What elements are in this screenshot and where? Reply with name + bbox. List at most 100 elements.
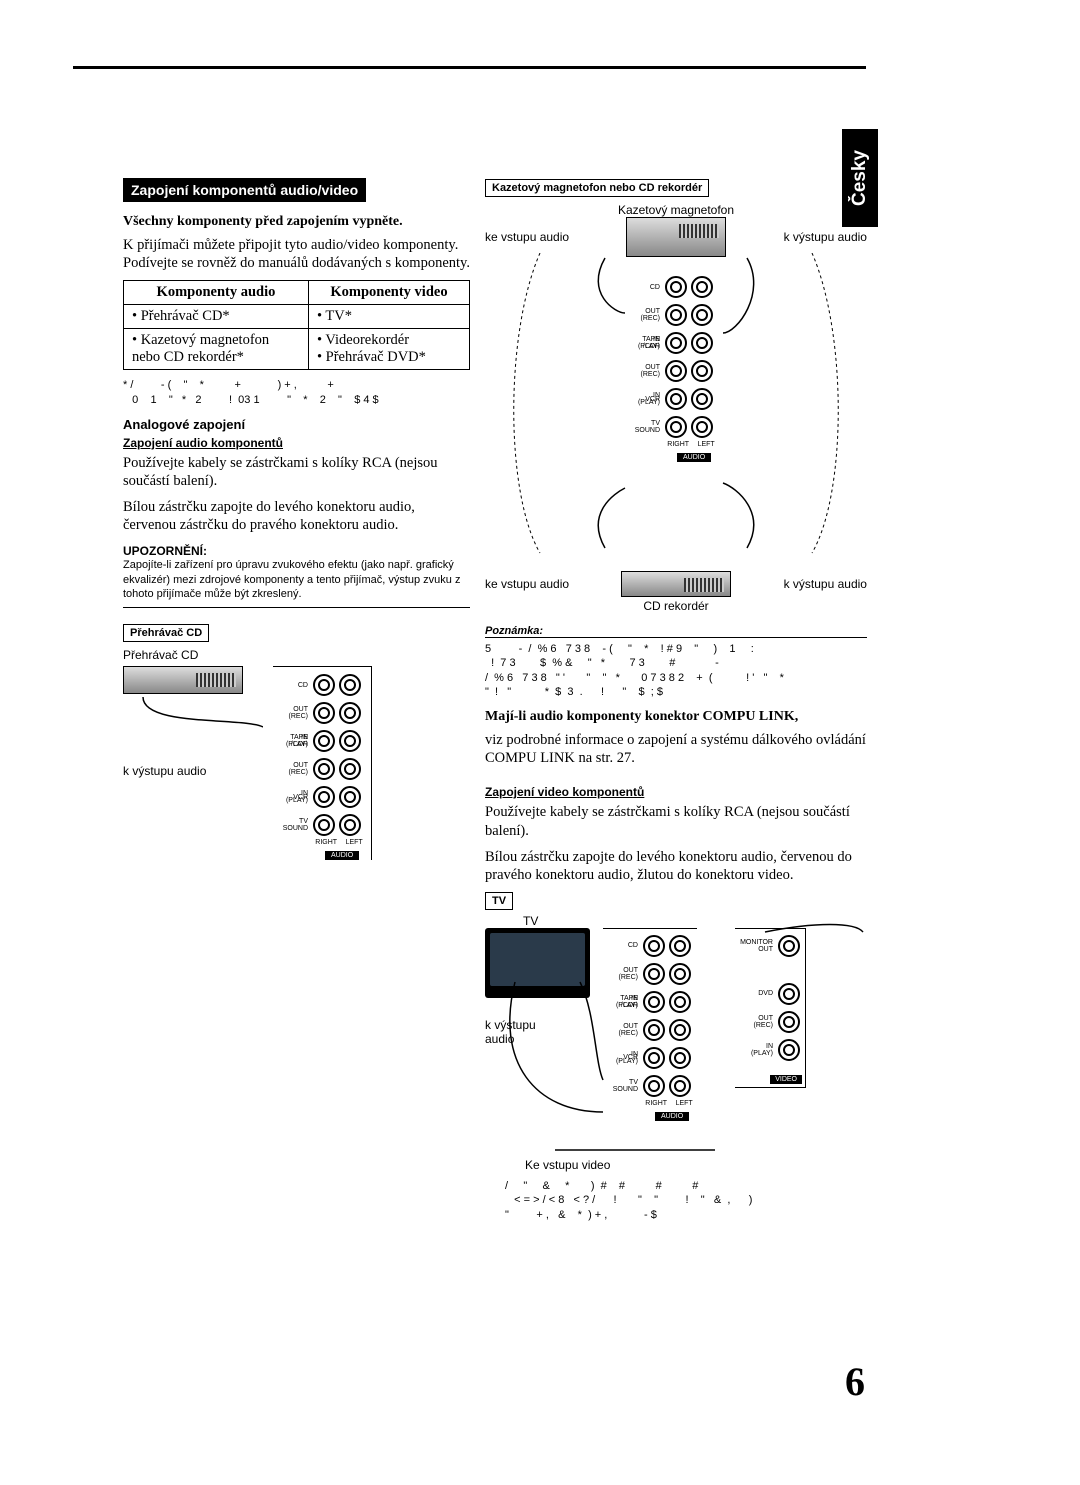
video-p2: Bílou zástrčku zapojte do levého konekto… — [485, 848, 867, 884]
rca-jack — [669, 1075, 691, 1097]
rca-lbl: TV SOUND — [603, 1079, 641, 1093]
video-badge: VIDEO — [770, 1075, 802, 1084]
rca-jack — [643, 935, 665, 957]
rca-lbl: IN (PLAY) — [603, 1051, 641, 1065]
rca-lbl: OUT (REC) — [603, 1023, 641, 1037]
video-conn-subhead: Zapojení video komponentů — [485, 785, 867, 799]
rca-jack — [665, 416, 687, 438]
rca-jack — [313, 814, 335, 836]
caution-body: Zapojíte-li zařízení pro úpravu zvukovéh… — [123, 558, 470, 608]
rca-jack — [339, 758, 361, 780]
rca-p1: Používejte kabely se zástrčkami s kolíky… — [123, 454, 470, 490]
cd-device-icon — [123, 666, 243, 694]
td-v1: • TV* — [308, 305, 469, 329]
rca-bottom-labels3: RIGHT LEFT — [641, 1100, 697, 1107]
top-rule — [73, 66, 866, 69]
rca-jack — [778, 1039, 800, 1061]
tape-box-label: Kazetový magnetofon nebo CD rekordér — [485, 179, 709, 197]
rca-lbl: OUT (REC) — [625, 364, 663, 378]
rca-jack — [669, 963, 691, 985]
th-audio: Komponenty audio — [124, 281, 309, 305]
td-v2: • Videorekordér • Přehrávač DVD* — [308, 329, 469, 370]
analog-heading: Analogové zapojení — [123, 417, 470, 432]
rca-panel-tv-video: MONITOR OUT DVD OUT (REC) VCR IN (PLAY) … — [735, 928, 806, 1088]
rca-lbl: OUT (REC) — [625, 308, 663, 322]
rca-jack — [313, 758, 335, 780]
video-p1: Používejte kabely se zástrčkami s kolíky… — [485, 803, 867, 839]
rca-jack — [339, 814, 361, 836]
rca-jack — [778, 983, 800, 1005]
rca-lbl: IN (PLAY) — [603, 995, 641, 1009]
rca-jack — [669, 935, 691, 957]
rca-lbl: OUT (REC) — [603, 967, 641, 981]
rca-p2: Bílou zástrčku zapojte do levého konekto… — [123, 498, 470, 534]
rca-jack — [313, 702, 335, 724]
cdr-device-icon — [621, 571, 731, 597]
tv-bottom-note: / " & * ) # # # # < = > / < 8 < ? / ! " … — [505, 1179, 867, 1222]
lbl-left: LEFT — [346, 839, 363, 846]
vp-lbl: MONITOR OUT — [738, 939, 776, 953]
note-body: 5 - / % 6 7 3 8 - ( " * ! # 9 " ) 1 : ! … — [485, 642, 867, 699]
cd-box-label: Přehrávač CD — [123, 624, 209, 642]
rca-bottom-labels2: RIGHTLEFT — [663, 441, 719, 448]
compu-body: viz podrobné informace o zapojení a syst… — [485, 731, 867, 767]
audio-conn-subhead: Zapojení audio komponentů — [123, 436, 470, 450]
rca-jack — [691, 304, 713, 326]
vp-lbl: OUT (REC) — [738, 1015, 776, 1029]
out-audio-right2: k výstupu audio — [784, 577, 867, 591]
rca-panel-tv-audio: CD OUT (REC) TAPE /CDR IN (PLAY) OUT (RE… — [603, 928, 697, 1121]
rca-jack — [339, 730, 361, 752]
cdr-label: CD rekordér — [485, 599, 867, 613]
rca-jack — [339, 674, 361, 696]
tv-bottom-note-text: / " & * ) # # # # < = > / < 8 < ? / ! " … — [505, 1179, 867, 1222]
rca-panel-center: CD OUT (REC) TAPE /CDR IN (PLAY) OUT (RE… — [625, 273, 719, 462]
rca-lbl: OUT (REC) — [273, 706, 311, 720]
audio-badge: AUDIO — [325, 851, 359, 860]
td-a1: • Přehrávač CD* — [124, 305, 309, 329]
right-column: Kazetový magnetofon nebo CD rekordér Kaz… — [485, 178, 867, 1202]
lbl-left: LEFT — [676, 1100, 693, 1107]
caution-box: UPOZORNĚNÍ: Zapojíte-li zařízení pro úpr… — [123, 544, 470, 608]
rca-lbl: CD — [625, 284, 663, 291]
out-audio-right: k výstupu audio — [784, 230, 867, 244]
rca-jack — [778, 1011, 800, 1033]
in-video-label: Ke vstupu video — [525, 1158, 610, 1172]
rca-jack — [643, 963, 665, 985]
rca-lbl: OUT (REC) — [273, 762, 311, 776]
cd-player-label: Přehrávač CD — [123, 648, 470, 662]
rca-lbl-cd: CD — [273, 682, 311, 689]
rca-lbl: TV SOUND — [625, 420, 663, 434]
cd-cable-svg — [123, 697, 263, 757]
compu-head: Mají-li audio komponenty konektor COMPU … — [485, 709, 867, 725]
footnote-1: * / - ( " * + ) + , + 0 1 " * 2 ! 03 1 "… — [123, 378, 470, 407]
rca-jack — [665, 332, 687, 354]
td-a2: • Kazetový magnetofon nebo CD rekordér* — [124, 329, 309, 370]
warning-heading: Všechny komponenty před zapojením vypnět… — [123, 214, 470, 230]
lbl-right: RIGHT — [315, 839, 337, 846]
in-audio-left: ke vstupu audio — [485, 230, 569, 244]
tape-label: Kazetový magnetofon — [485, 203, 867, 217]
rca-jack — [691, 416, 713, 438]
lbl-left: LEFT — [698, 441, 715, 448]
rca-jack — [691, 360, 713, 382]
rca-jack — [643, 1047, 665, 1069]
rca-jack — [339, 702, 361, 724]
left-column: Zapojení komponentů audio/video Všechny … — [123, 178, 470, 924]
to-output-audio-label2: k výstupu audio — [485, 1018, 595, 1046]
rca-jack — [665, 388, 687, 410]
rca-lbl: TV SOUND — [273, 818, 311, 832]
cd-diagram: Přehrávač CD Přehrávač CD k výstupu audi… — [123, 624, 470, 924]
rca-lbl: IN (PLAY) — [625, 392, 663, 406]
to-output-audio-label: k výstupu audio — [123, 764, 263, 778]
rca-jack — [669, 1019, 691, 1041]
vp-lbl: DVD — [738, 990, 776, 997]
caution-head: UPOZORNĚNÍ: — [123, 544, 470, 558]
rca-jack — [313, 786, 335, 808]
rca-jack — [665, 360, 687, 382]
rca-jack — [778, 935, 800, 957]
rca-jack — [691, 276, 713, 298]
th-video: Komponenty video — [308, 281, 469, 305]
rca-jack — [691, 332, 713, 354]
rca-lbl: IN (PLAY) — [273, 790, 311, 804]
lbl-right: RIGHT — [645, 1100, 667, 1107]
